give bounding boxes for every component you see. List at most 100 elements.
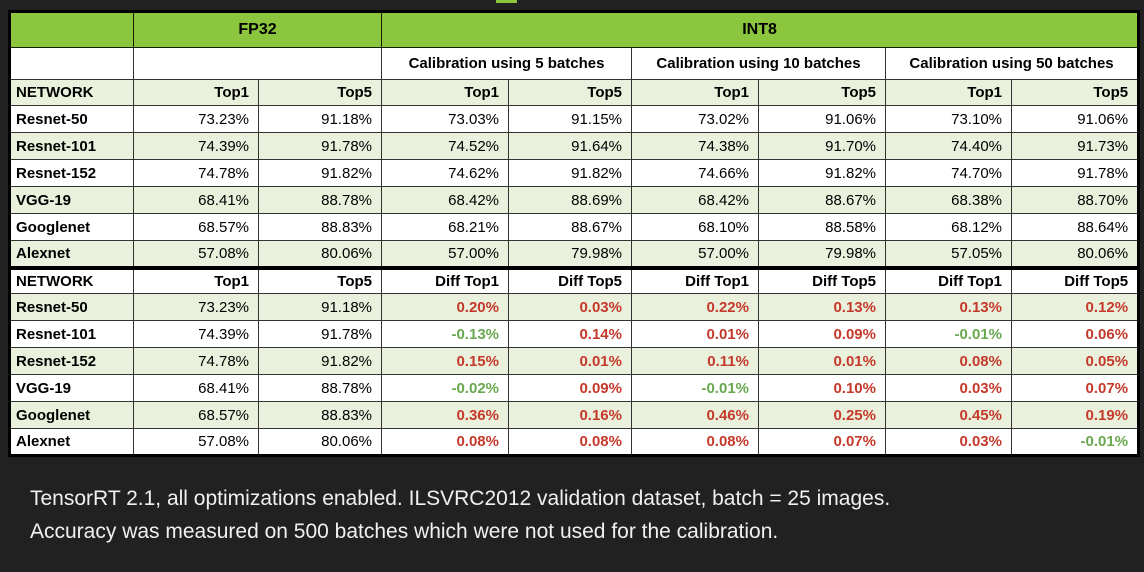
col-header: Top5 <box>758 79 886 106</box>
int8-group-header: INT8 <box>380 11 1140 48</box>
value-cell: 91.06% <box>758 105 886 133</box>
value-cell: 91.82% <box>758 159 886 187</box>
diff-cell: 0.13% <box>758 293 886 321</box>
diff-cell: 0.03% <box>885 374 1012 402</box>
diff-cell: 0.14% <box>508 320 632 348</box>
value-cell: 91.78% <box>1010 159 1140 187</box>
diff-cell: 0.09% <box>758 320 886 348</box>
diff-cell: 0.16% <box>508 401 632 429</box>
table-row: VGG-19 68.41% 88.78% -0.02% 0.09% -0.01%… <box>9 374 1140 402</box>
caption: TensorRT 2.1, all optimizations enabled.… <box>30 482 890 548</box>
network-cell: Alexnet <box>9 240 134 268</box>
value-cell: 74.78% <box>133 347 259 375</box>
value-cell: 91.82% <box>508 159 632 187</box>
value-cell: 73.10% <box>885 105 1012 133</box>
network-cell: Resnet-50 <box>9 293 134 321</box>
diff-cell: 0.08% <box>381 428 509 456</box>
value-cell: 91.70% <box>758 132 886 160</box>
diff-cell: 0.15% <box>381 347 509 375</box>
value-cell: 57.00% <box>631 240 759 268</box>
col-header: Diff Top1 <box>381 265 509 294</box>
network-cell: Resnet-50 <box>9 105 134 133</box>
accuracy-table: FP32 INT8 Calibration using 5 batches Ca… <box>8 10 1141 457</box>
diff-cell: -0.13% <box>381 320 509 348</box>
diff-cell: 0.11% <box>631 347 759 375</box>
value-cell: 88.83% <box>258 213 382 241</box>
value-cell: 74.40% <box>885 132 1012 160</box>
value-cell: 68.57% <box>133 401 259 429</box>
value-cell: 80.06% <box>1010 240 1140 268</box>
value-cell: 74.39% <box>133 132 259 160</box>
value-cell: 80.06% <box>258 428 382 456</box>
table-row: Resnet-152 74.78% 91.82% 0.15% 0.01% 0.1… <box>9 347 1140 375</box>
network-cell: Resnet-101 <box>9 132 134 160</box>
value-cell: 68.41% <box>133 186 259 214</box>
value-cell: 73.23% <box>133 105 259 133</box>
value-cell: 91.78% <box>258 132 382 160</box>
network-cell: VGG-19 <box>9 374 134 402</box>
table-row: Resnet-101 74.39% 91.78% 74.52% 91.64% 7… <box>9 132 1140 160</box>
value-cell: 91.82% <box>258 347 382 375</box>
diff-cell: -0.01% <box>885 320 1012 348</box>
diff-cell: 0.06% <box>1010 320 1140 348</box>
value-cell: 74.78% <box>133 159 259 187</box>
value-cell: 68.42% <box>631 186 759 214</box>
table-row: Calibration using 5 batches Calibration … <box>9 47 1140 80</box>
value-cell: 88.78% <box>258 374 382 402</box>
value-cell: 74.62% <box>381 159 509 187</box>
value-cell: 68.41% <box>133 374 259 402</box>
diff-cell: 0.12% <box>1010 293 1140 321</box>
fp32-group-header: FP32 <box>133 11 382 48</box>
col-header: Top1 <box>133 79 259 106</box>
col-header: Top1 <box>885 79 1012 106</box>
value-cell: 74.70% <box>885 159 1012 187</box>
table-row: FP32 INT8 <box>9 11 1140 48</box>
diff-cell: 0.01% <box>508 347 632 375</box>
spacer-cell <box>133 47 382 80</box>
value-cell: 91.78% <box>258 320 382 348</box>
diff-cell: 0.36% <box>381 401 509 429</box>
value-cell: 88.58% <box>758 213 886 241</box>
value-cell: 73.03% <box>381 105 509 133</box>
table-row: Resnet-101 74.39% 91.78% -0.13% 0.14% 0.… <box>9 320 1140 348</box>
network-cell: VGG-19 <box>9 186 134 214</box>
value-cell: 79.98% <box>758 240 886 268</box>
value-cell: 68.10% <box>631 213 759 241</box>
value-cell: 88.70% <box>1010 186 1140 214</box>
network-cell: Googlenet <box>9 213 134 241</box>
value-cell: 73.02% <box>631 105 759 133</box>
diff-cell: 0.22% <box>631 293 759 321</box>
table-row: Googlenet 68.57% 88.83% 0.36% 0.16% 0.46… <box>9 401 1140 429</box>
diff-cell: 0.03% <box>508 293 632 321</box>
table-row: Resnet-152 74.78% 91.82% 74.62% 91.82% 7… <box>9 159 1140 187</box>
value-cell: 91.15% <box>508 105 632 133</box>
calibration-header: Calibration using 50 batches <box>884 47 1140 80</box>
diff-cell: -0.01% <box>631 374 759 402</box>
table-row: Resnet-50 73.23% 91.18% 73.03% 91.15% 73… <box>9 105 1140 133</box>
value-cell: 91.18% <box>258 293 382 321</box>
diff-cell: 0.19% <box>1010 401 1140 429</box>
table-row: Resnet-50 73.23% 91.18% 0.20% 0.03% 0.22… <box>9 293 1140 321</box>
diff-cell: -0.02% <box>381 374 509 402</box>
spacer-cell <box>9 11 134 48</box>
diff-cell: 0.08% <box>631 428 759 456</box>
value-cell: 91.73% <box>1010 132 1140 160</box>
diff-cell: 0.09% <box>508 374 632 402</box>
caption-line-2: Accuracy was measured on 500 batches whi… <box>30 520 779 543</box>
value-cell: 91.82% <box>258 159 382 187</box>
value-cell: 80.06% <box>258 240 382 268</box>
col-header: Top1 <box>381 79 509 106</box>
value-cell: 88.83% <box>258 401 382 429</box>
value-cell: 57.08% <box>133 428 259 456</box>
table-row: VGG-19 68.41% 88.78% 68.42% 88.69% 68.42… <box>9 186 1140 214</box>
diff-cell: 0.45% <box>885 401 1012 429</box>
value-cell: 74.52% <box>381 132 509 160</box>
diff-cell: 0.20% <box>381 293 509 321</box>
col-header: Diff Top5 <box>1010 265 1140 294</box>
col-header: Diff Top1 <box>885 265 1012 294</box>
table-row: NETWORK Top1 Top5 Top1 Top5 Top1 Top5 To… <box>9 79 1140 106</box>
value-cell: 68.38% <box>885 186 1012 214</box>
value-cell: 88.67% <box>508 213 632 241</box>
table-row: Googlenet 68.57% 88.83% 68.21% 88.67% 68… <box>9 213 1140 241</box>
diff-cell: 0.05% <box>1010 347 1140 375</box>
